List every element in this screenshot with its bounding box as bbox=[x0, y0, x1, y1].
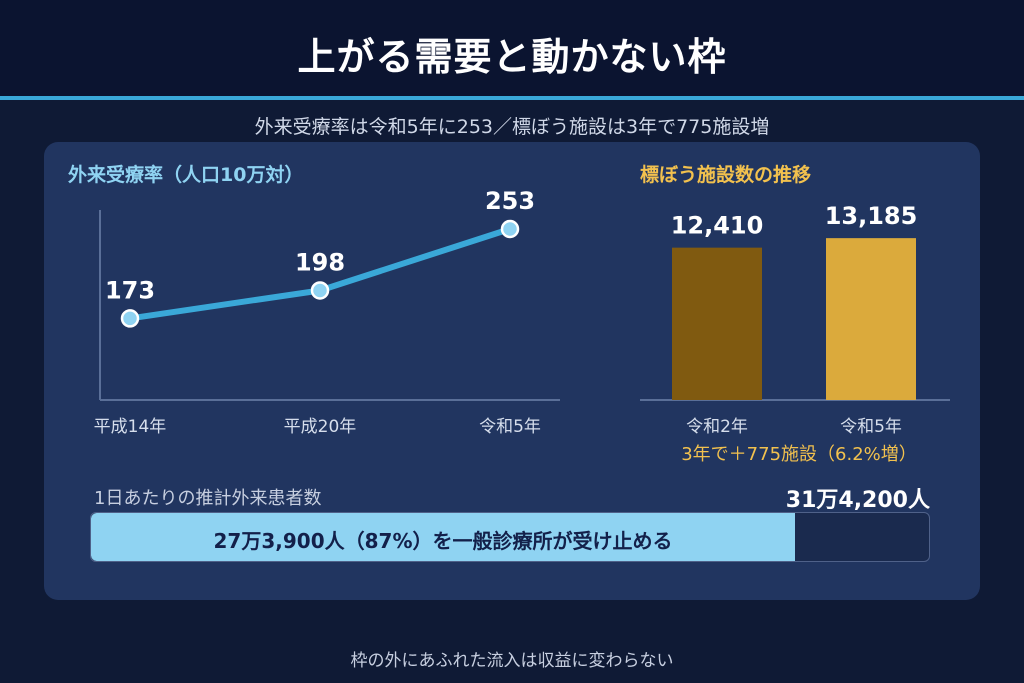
patients-label: 1日あたりの推計外来患者数 bbox=[94, 488, 322, 509]
line-point bbox=[120, 309, 140, 328]
line-point bbox=[500, 219, 520, 239]
bar-chart-title: 標ぼう施設数の推移 bbox=[640, 164, 812, 186]
bar-chart-note: 3年で＋775施設（6.2%増） bbox=[681, 444, 917, 465]
patients-share-bar: 27万3,900人（87%）を一般診療所が受け止める bbox=[90, 512, 930, 562]
line-data-label: 198 bbox=[295, 248, 345, 276]
bar-data-label: 13,185 bbox=[825, 202, 918, 230]
footer-text: 枠の外にあふれた流入は収益に変わらない bbox=[350, 651, 674, 671]
line-tick-label: 令和5年 bbox=[479, 417, 541, 437]
bar-tick-label: 令和2年 bbox=[686, 417, 748, 437]
patients-share-fill bbox=[91, 513, 795, 561]
header-band bbox=[0, 0, 1024, 96]
line-data-label: 253 bbox=[485, 187, 535, 215]
bar bbox=[826, 238, 916, 400]
page-subtitle: 外来受療率は令和5年に253／標ぼう施設は3年で775施設増 bbox=[254, 116, 770, 138]
accent-line bbox=[0, 96, 1024, 100]
line-tick-label: 平成14年 bbox=[94, 417, 167, 437]
line-point bbox=[310, 281, 330, 300]
patients-total: 31万4,200人 bbox=[785, 488, 930, 513]
line-tick-label: 平成20年 bbox=[284, 417, 357, 437]
line-chart-title: 外来受療率（人口10万対） bbox=[68, 164, 304, 186]
bar bbox=[672, 247, 762, 400]
line-data-label: 173 bbox=[105, 276, 155, 304]
page-title: 上がる需要と動かない枠 bbox=[297, 35, 727, 79]
patients-share-text: 27万3,900人（87%）を一般診療所が受け止める bbox=[213, 529, 673, 553]
bar-data-label: 12,410 bbox=[671, 212, 764, 240]
bar-tick-label: 令和5年 bbox=[840, 417, 902, 437]
